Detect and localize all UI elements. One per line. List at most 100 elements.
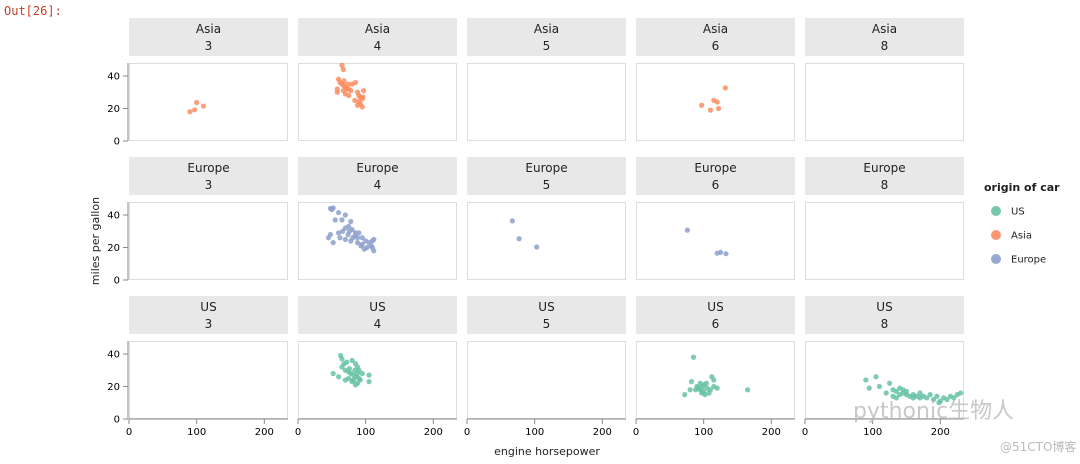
data-point	[342, 91, 348, 97]
data-point	[325, 235, 332, 241]
data-point	[934, 393, 940, 399]
data-point	[702, 392, 708, 398]
y-tick-label: 40	[107, 211, 120, 222]
data-point	[359, 241, 365, 247]
facet-column-label: 5	[543, 39, 551, 53]
y-tick-label: 40	[107, 72, 120, 83]
data-point	[345, 81, 351, 87]
data-point	[340, 66, 346, 73]
facet-column-label: 5	[543, 317, 551, 331]
facet-row-label: Asia	[365, 22, 390, 36]
data-point	[339, 62, 345, 68]
y-tick-label: 0	[114, 276, 120, 287]
data-point	[958, 390, 964, 396]
data-point	[873, 374, 879, 380]
facet-column-label: 3	[205, 317, 213, 331]
facet-column-label: 6	[712, 39, 720, 53]
facet-column-label: 6	[712, 178, 720, 192]
data-point	[361, 88, 367, 94]
legend-label: Europe	[1011, 255, 1046, 266]
data-point	[360, 94, 366, 100]
data-point	[359, 370, 365, 377]
data-point	[348, 218, 354, 225]
data-point	[334, 89, 340, 95]
data-point	[366, 379, 372, 385]
facet-column-label: 6	[712, 317, 720, 331]
facet-plot-frame	[298, 63, 457, 141]
data-point	[366, 372, 372, 378]
facet-row-label: US	[200, 300, 216, 314]
facet-header	[298, 296, 457, 334]
facet-column-label: 5	[543, 178, 551, 192]
facet-header	[467, 157, 626, 195]
y-tick-label: 0	[114, 415, 120, 426]
data-point	[356, 230, 362, 236]
data-point	[699, 102, 705, 108]
data-point	[715, 105, 722, 112]
data-point	[707, 107, 714, 113]
facet-header	[805, 18, 964, 56]
data-point	[339, 364, 345, 370]
data-point	[354, 235, 361, 241]
data-point	[349, 357, 355, 364]
facet-row-label: US	[538, 300, 554, 314]
data-point	[917, 390, 923, 396]
data-point	[687, 387, 693, 393]
data-point	[699, 383, 705, 390]
data-point	[927, 392, 933, 398]
legend-label: Asia	[1011, 231, 1032, 242]
facet-plot-frame	[129, 202, 288, 280]
data-point	[342, 236, 348, 242]
x-axis-title: engine horsepower	[494, 445, 600, 458]
x-tick-label: 0	[464, 427, 470, 438]
data-point	[723, 251, 729, 257]
facet-row-label: Asia	[872, 22, 897, 36]
facet-header	[467, 296, 626, 334]
facet-column-label: 4	[374, 178, 382, 192]
legend-label: US	[1011, 207, 1025, 218]
data-point	[893, 395, 899, 401]
facet-plot-frame	[467, 63, 626, 141]
data-point	[341, 78, 347, 84]
data-point	[703, 380, 709, 386]
x-tick-label: 100	[863, 427, 882, 438]
legend-symbol	[991, 230, 1001, 240]
facet-row-label: US	[707, 300, 723, 314]
data-point	[352, 79, 359, 86]
facet-plot-frame	[467, 341, 626, 419]
facet-row-label: Europe	[356, 161, 398, 175]
data-point	[516, 236, 522, 242]
data-point	[344, 359, 350, 365]
legend-symbol	[991, 254, 1001, 264]
data-point	[876, 383, 883, 390]
data-point	[682, 392, 688, 398]
facet-header	[636, 18, 795, 56]
data-point	[714, 99, 720, 105]
x-tick-label: 100	[356, 427, 375, 438]
data-point	[354, 370, 361, 377]
data-point	[200, 103, 207, 109]
y-tick-label: 40	[107, 350, 120, 361]
data-point	[339, 217, 345, 223]
data-point	[690, 354, 697, 360]
x-tick-label: 0	[633, 427, 639, 438]
data-point	[364, 244, 370, 251]
data-point	[863, 377, 869, 383]
x-tick-label: 0	[802, 427, 808, 438]
data-point	[897, 392, 903, 398]
y-axis-title: miles per gallon	[89, 197, 102, 285]
legend-title: origin of car	[984, 181, 1060, 194]
data-point	[371, 248, 377, 254]
data-point	[714, 385, 720, 391]
data-point	[944, 396, 950, 403]
data-point	[722, 85, 728, 91]
facet-header	[636, 296, 795, 334]
x-tick-label: 200	[424, 427, 443, 438]
data-point	[368, 243, 374, 249]
facet-column-label: 8	[881, 317, 889, 331]
data-point	[330, 240, 336, 246]
facet-column-label: 8	[881, 178, 889, 192]
facet-header	[129, 157, 288, 195]
data-point	[342, 212, 348, 218]
data-point	[688, 379, 695, 385]
